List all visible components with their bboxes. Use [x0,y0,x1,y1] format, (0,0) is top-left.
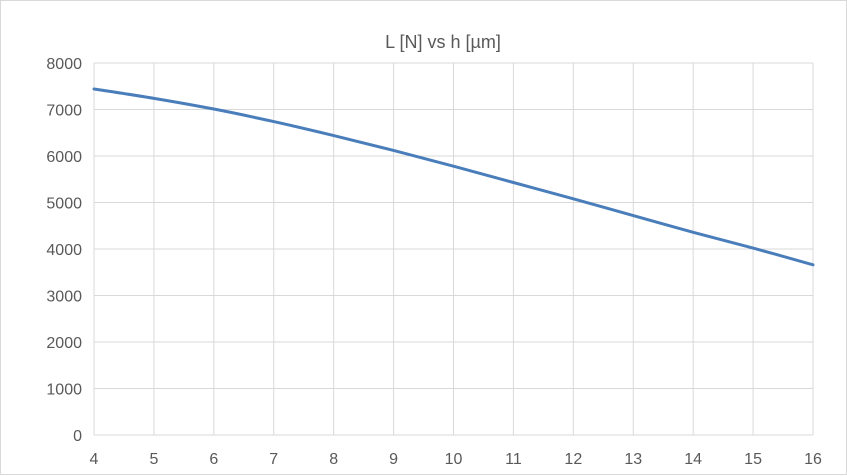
y-tick-label: 2000 [46,335,82,352]
series-line-0 [92,87,815,267]
x-tick-label: 16 [804,451,822,468]
y-tick-label: 6000 [46,149,82,166]
series-layer [92,87,815,267]
x-tick-label: 6 [209,451,218,468]
y-tick-label: 3000 [46,289,82,306]
x-tick-label: 9 [389,451,398,468]
y-tick-label: 5000 [46,196,82,213]
x-tick-label: 8 [329,451,338,468]
x-tick-label: 10 [445,451,463,468]
y-tick-label: 8000 [46,56,82,73]
x-tick-label: 13 [624,451,642,468]
x-tick-label: 7 [269,451,278,468]
x-tick-label: 15 [744,451,762,468]
x-tick-label: 12 [564,451,582,468]
y-tick-label: 7000 [46,103,82,120]
x-tick-label: 11 [505,451,522,468]
y-tick-label: 4000 [46,242,82,259]
axes: 4 5 6 7 8 9 10 11 12 13 14 15 16 0 1000 2000 3000 4000 500… [46,56,822,468]
gridlines [93,62,814,436]
chart-title: L [N] vs h [µm] [385,32,501,52]
x-tick-label: 4 [90,451,99,468]
x-tick-label: 5 [149,451,158,468]
y-tick-label: 1000 [46,382,82,399]
x-tick-label: 14 [684,451,702,468]
y-tick-label: 0 [73,428,82,445]
